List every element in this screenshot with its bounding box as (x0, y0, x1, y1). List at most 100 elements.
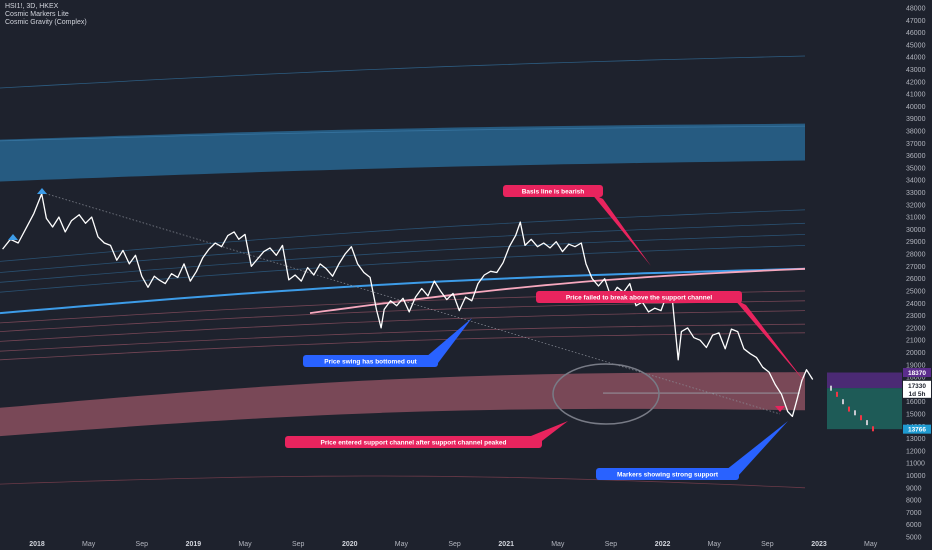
y-tick-label: 12000 (906, 448, 926, 455)
x-tick-label: Sep (448, 541, 461, 548)
y-tick-label: 44000 (906, 55, 926, 62)
x-tick-label: Sep (761, 541, 774, 548)
x-tick-label: 2018 (29, 541, 45, 548)
y-tick-label: 32000 (906, 202, 926, 209)
y-tick-label: 13000 (906, 436, 926, 443)
forecast-candle (866, 420, 868, 426)
x-tick-label: 2020 (342, 541, 358, 548)
indicator-cosmic-gravity[interactable]: Cosmic Gravity (Complex) (5, 19, 87, 26)
x-tick-label: May (82, 541, 96, 548)
forecast-candle (872, 426, 874, 432)
y-tick-label: 21000 (906, 338, 926, 345)
callout-text: Price swing has bottomed out (324, 359, 417, 366)
channel-line-1 (0, 222, 806, 273)
y-tick-label: 42000 (906, 79, 926, 86)
y-tick-label: 20000 (906, 350, 926, 357)
x-tick-label: May (551, 541, 565, 548)
lower-channel-line-3 (0, 323, 806, 352)
marker-bottom-icon (775, 406, 785, 412)
y-tick-label: 35000 (906, 165, 926, 172)
highlight-circle (552, 363, 660, 425)
price-badge: 18370 (903, 368, 931, 378)
marker-top-icon (37, 188, 47, 194)
callout-box (503, 185, 603, 197)
x-tick-label: May (708, 541, 722, 548)
price-badge-box (903, 380, 931, 390)
upper-band-edge (0, 125, 806, 142)
y-tick-label: 45000 (906, 42, 926, 49)
forecast-box-top (827, 372, 902, 389)
y-tick-label: 34000 (906, 178, 926, 185)
price-badge-text: 1d 5h (909, 391, 926, 398)
y-tick-label: 31000 (906, 215, 926, 222)
y-tick-label: 38000 (906, 129, 926, 136)
y-axis[interactable]: 5000 6000 7000 8000 9000 10000 11000 12000 13000… (906, 6, 926, 542)
price-badge-text: 18370 (908, 370, 926, 377)
y-tick-label: 16000 (906, 399, 926, 406)
annotation-callout[interactable]: Price failed to break above the support … (536, 291, 805, 382)
callout-box (303, 355, 438, 367)
y-tick-label: 36000 (906, 153, 926, 160)
marker-left-icon (8, 234, 18, 240)
y-tick-label: 22000 (906, 325, 926, 332)
y-tick-label: 6000 (906, 522, 922, 529)
x-tick-label: Sep (605, 541, 618, 548)
price-badge-box (903, 368, 931, 378)
x-axis[interactable]: 2018 May Sep 2019 May Sep 2020 May Sep 2021 May Sep… (29, 541, 878, 548)
y-tick-label: 28000 (906, 252, 926, 259)
outer-upper-line (0, 55, 806, 89)
callout-pointer (734, 299, 805, 382)
lower-channel-line-2 (0, 310, 806, 342)
y-tick-label: 18000 (906, 375, 926, 382)
forecast-candle (854, 410, 856, 416)
y-tick-label: 47000 (906, 18, 926, 25)
callout-box (596, 468, 739, 480)
annotation-callout[interactable]: Basis line is bearish (503, 185, 651, 266)
annotation-callout[interactable]: Price entered support channel after supp… (285, 421, 568, 448)
price-badge: 17330 (903, 380, 931, 390)
y-tick-label: 41000 (906, 92, 926, 99)
annotation-callout[interactable]: Price swing has bottomed out (303, 318, 472, 367)
callout-text: Price entered support channel after supp… (320, 440, 506, 447)
price-badge: 13766 (903, 424, 931, 434)
y-tick-label: 10000 (906, 473, 926, 480)
y-tick-label: 11000 (906, 461, 925, 468)
dotted-trend-line (41, 192, 781, 415)
channel-line-3 (0, 245, 806, 293)
channel-line-2 (0, 234, 806, 283)
x-tick-label: 2021 (498, 541, 514, 548)
x-tick-label: Sep (292, 541, 305, 548)
lower-channel-line-4 (0, 332, 806, 361)
outer-lower-line (0, 475, 806, 489)
forecast-candle (830, 385, 832, 391)
price-badge-box (903, 424, 931, 434)
y-tick-label: 5000 (906, 535, 922, 542)
callout-pointer (426, 318, 472, 363)
y-tick-label: 30000 (906, 227, 926, 234)
upper-gravity-band (0, 123, 805, 182)
callout-box (536, 291, 742, 303)
x-tick-label: 2023 (811, 541, 827, 548)
y-tick-label: 25000 (906, 288, 926, 295)
annotation-callout[interactable]: Markers showing strong support (596, 421, 788, 480)
price-badge-text: 17330 (908, 383, 926, 390)
y-tick-label: 15000 (906, 411, 926, 418)
y-tick-label: 40000 (906, 104, 926, 111)
callout-pointer (726, 421, 788, 476)
symbol-title[interactable]: HSI1!, 3D, HKEX (5, 3, 59, 10)
forecast-candle (848, 406, 850, 412)
x-tick-label: 2019 (186, 541, 202, 548)
forecast-candle (842, 399, 844, 405)
y-tick-label: 39000 (906, 116, 926, 123)
x-tick-label: 2022 (655, 541, 671, 548)
y-tick-label: 24000 (906, 301, 926, 308)
callout-text: Basis line is bearish (522, 189, 585, 196)
support-channel-line (0, 267, 806, 315)
y-tick-label: 43000 (906, 67, 926, 74)
indicator-cosmic-markers[interactable]: Cosmic Markers Lite (5, 11, 69, 18)
x-tick-label: May (238, 541, 252, 548)
y-tick-label: 19000 (906, 362, 926, 369)
y-tick-label: 8000 (906, 498, 922, 505)
channel-line-0 (0, 209, 806, 262)
